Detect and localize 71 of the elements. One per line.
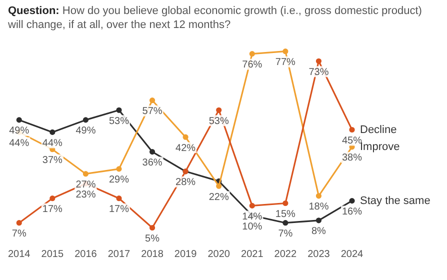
chart-title: Question: How do you believe global economic growth (i.e., gross domestic product) will change, if at all, over the next 12 months?	[7, 4, 423, 32]
x-tick-label: 2017	[108, 248, 131, 260]
x-tick-label: 2015	[41, 248, 64, 260]
x-tick-label: 2022	[274, 248, 297, 260]
data-label: 73%	[308, 66, 329, 78]
point	[349, 126, 355, 133]
data-label: 17%	[108, 204, 130, 216]
point	[316, 218, 322, 224]
data-label: 36%	[142, 158, 162, 169]
point	[316, 193, 322, 199]
x-tick-label: 2024	[340, 248, 364, 260]
data-label: 10%	[242, 221, 262, 232]
point	[50, 129, 56, 135]
point	[116, 166, 122, 172]
data-label: 15%	[275, 209, 296, 220]
data-label: 28%	[176, 177, 196, 188]
point	[116, 196, 122, 202]
series-label: Improve	[360, 140, 400, 153]
data-label: 53%	[208, 116, 229, 127]
data-label: 23%	[76, 189, 96, 200]
point	[16, 220, 22, 226]
data-label: 77%	[275, 57, 296, 68]
x-tick-label: 2023	[308, 248, 330, 260]
point	[149, 98, 156, 104]
x-tick-label: 2019	[174, 248, 198, 260]
point	[149, 224, 156, 231]
data-label: 16%	[342, 206, 362, 218]
point	[249, 51, 255, 57]
data-label: 27%	[76, 180, 96, 191]
point	[149, 149, 156, 155]
data-label: 49%	[9, 126, 30, 137]
point	[316, 58, 322, 64]
x-tick-label: 2016	[74, 248, 98, 260]
data-label: 76%	[242, 60, 262, 71]
data-label: 5%	[145, 234, 160, 244]
point	[216, 107, 222, 113]
x-tick-label: 2021	[241, 248, 264, 260]
point	[82, 171, 88, 177]
x-tick-label: 2014	[8, 248, 31, 260]
data-label: 14%	[242, 211, 262, 222]
series-label: Decline	[360, 124, 397, 136]
x-tick-label: 2020	[208, 248, 230, 260]
point	[82, 117, 88, 123]
data-label: 29%	[108, 174, 130, 186]
data-label: 7%	[278, 228, 293, 240]
data-label: 17%	[42, 204, 63, 216]
point	[116, 107, 122, 113]
point	[249, 202, 255, 208]
data-label: 37%	[42, 155, 63, 166]
point	[216, 183, 222, 189]
data-label: 44%	[9, 138, 30, 149]
data-label: 22%	[208, 192, 229, 203]
point	[282, 200, 288, 206]
data-label: 44%	[42, 138, 63, 149]
point	[16, 117, 22, 123]
data-label: 53%	[108, 116, 130, 127]
point	[50, 196, 56, 202]
point	[349, 198, 355, 204]
data-label: 18%	[308, 202, 329, 213]
data-label: 49%	[76, 126, 96, 137]
data-label: 38%	[342, 152, 362, 164]
data-label: 7%	[12, 228, 26, 240]
point	[282, 48, 288, 54]
data-label: 8%	[311, 226, 326, 238]
data-label: 45%	[342, 136, 362, 146]
point	[282, 220, 288, 226]
point	[182, 134, 188, 140]
data-label: 42%	[176, 142, 196, 154]
series-label: Stay the same	[360, 194, 430, 207]
data-label: 57%	[142, 106, 162, 118]
x-tick-label: 2018	[141, 248, 164, 260]
